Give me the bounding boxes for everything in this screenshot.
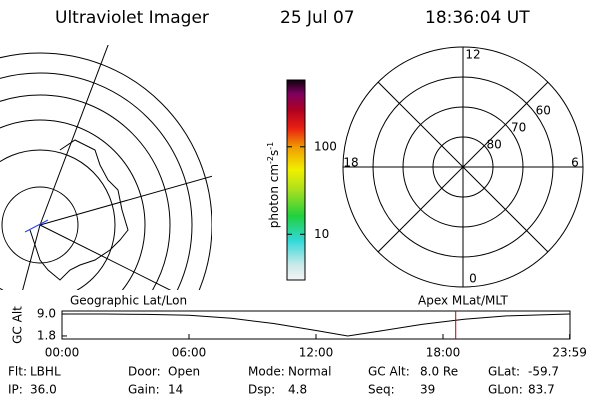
y-tick-label: 1.8 xyxy=(37,328,56,342)
polar-title: Apex MLat/MLT xyxy=(418,294,508,308)
info-label: Mode: xyxy=(248,365,285,379)
info-value: 83.7 xyxy=(528,383,555,397)
info-value: 39 xyxy=(420,383,435,397)
lat-label: 80 xyxy=(486,138,501,152)
info-value: 14 xyxy=(168,383,183,397)
x-tick-label: 18:00 xyxy=(426,346,461,360)
altitude-line xyxy=(62,313,570,337)
info-value: 4.8 xyxy=(288,383,307,397)
info-value: Normal xyxy=(288,365,331,379)
info-label: Seq: xyxy=(368,383,395,397)
x-tick-label: 00:00 xyxy=(45,346,80,360)
polar-outer-ring xyxy=(342,46,584,288)
geo-title: Geographic Lat/Lon xyxy=(70,294,187,308)
colorbar-tick-label: 100 xyxy=(314,139,337,153)
x-tick-label: 06:00 xyxy=(172,346,207,360)
mlt-label: 6 xyxy=(571,156,579,170)
lat-ring xyxy=(372,76,554,258)
info-label: Flt: xyxy=(8,365,27,379)
info-label: GC Alt: xyxy=(368,365,410,379)
info-label: Gain: xyxy=(128,383,160,397)
colorbar xyxy=(286,79,306,281)
info-label: IP: xyxy=(8,383,23,397)
info-value: 8.0 Re xyxy=(420,365,458,379)
info-label: GLat: xyxy=(488,365,520,379)
info-value: LBHL xyxy=(30,365,61,379)
info-value: -59.7 xyxy=(528,365,559,379)
info-value: 36.0 xyxy=(30,383,57,397)
timeline-ylabel: GC Alt xyxy=(11,306,25,344)
x-tick-label: 23:59 xyxy=(552,346,587,360)
info-label: Dsp: xyxy=(248,383,275,397)
time: 18:36:04 UT xyxy=(425,8,530,28)
polar-grid xyxy=(343,47,583,287)
info-value: Open xyxy=(168,365,200,379)
lat-ring xyxy=(432,136,494,198)
y-tick-label: 9.0 xyxy=(37,307,56,321)
lat-label: 70 xyxy=(511,120,526,134)
lat-label: 60 xyxy=(536,103,551,117)
mlt-label: 18 xyxy=(343,156,358,170)
colorbar-tick-label: 10 xyxy=(314,227,329,241)
info-label: Door: xyxy=(128,365,161,379)
mlt-label: 0 xyxy=(469,272,477,286)
lat-ring xyxy=(402,106,524,228)
title: Ultraviolet Imager xyxy=(55,8,209,28)
colorbar-label: photon cm-2s-1 xyxy=(266,142,281,229)
info-label: GLon: xyxy=(488,383,523,397)
mlt-label: 12 xyxy=(465,48,480,62)
date: 25 Jul 07 xyxy=(280,8,355,28)
x-tick-label: 12:00 xyxy=(299,346,334,360)
geo-map xyxy=(0,45,212,290)
